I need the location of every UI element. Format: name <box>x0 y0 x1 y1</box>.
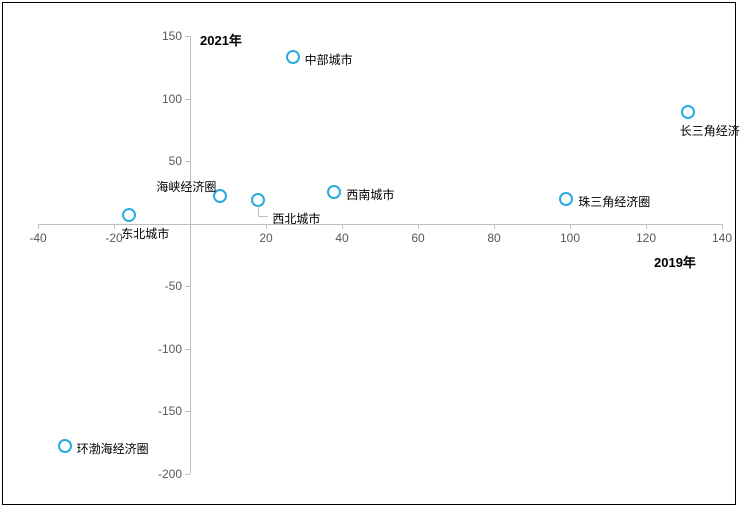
data-point-label: 西北城市 <box>272 210 320 227</box>
x-tick-label: 120 <box>636 231 656 245</box>
data-point[interactable] <box>559 192 573 206</box>
x-tick-label: 100 <box>560 231 580 245</box>
y-tick-label: -100 <box>152 342 182 356</box>
y-tick-label: -150 <box>152 404 182 418</box>
leader-line <box>258 216 268 217</box>
x-tick-label: 20 <box>259 231 272 245</box>
x-axis-label: 2019年 <box>654 252 696 271</box>
x-tick <box>266 224 267 229</box>
y-tick <box>185 349 190 350</box>
data-point-label: 东北城市 <box>121 225 169 242</box>
data-point-label: 珠三角经济圈 <box>578 193 650 210</box>
y-tick <box>185 99 190 100</box>
x-tick <box>722 224 723 229</box>
x-tick <box>190 224 191 229</box>
x-tick <box>114 224 115 229</box>
x-tick-label: 80 <box>487 231 500 245</box>
plot-area: -40 -20 20 40 60 80 100 120 140 -200 -150 -100 -50 50… <box>0 0 740 509</box>
x-tick <box>646 224 647 229</box>
y-axis-label: 2021年 <box>200 30 242 49</box>
y-tick <box>185 161 190 162</box>
y-tick-label: -50 <box>152 279 182 293</box>
data-point[interactable] <box>286 50 300 64</box>
y-tick <box>185 474 190 475</box>
x-tick-label: 140 <box>712 231 732 245</box>
y-tick-label: 100 <box>152 92 182 106</box>
data-point-label: 中部城市 <box>305 51 353 68</box>
y-axis-line <box>190 36 191 474</box>
data-point[interactable] <box>681 105 695 119</box>
data-point[interactable] <box>327 185 341 199</box>
data-point[interactable] <box>58 439 72 453</box>
y-tick-label: 150 <box>152 29 182 43</box>
data-point[interactable] <box>122 208 136 222</box>
y-tick-label: 50 <box>152 154 182 168</box>
y-tick <box>185 286 190 287</box>
data-point-label: 海峡经济圈 <box>156 178 216 195</box>
y-tick <box>185 36 190 37</box>
x-tick <box>494 224 495 229</box>
leader-line <box>258 206 259 216</box>
scatter-chart: -40 -20 20 40 60 80 100 120 140 -200 -150 -100 -50 50… <box>0 0 740 509</box>
x-tick <box>418 224 419 229</box>
x-tick-label: 40 <box>335 231 348 245</box>
x-tick <box>38 224 39 229</box>
data-point-label: 长三角经济圈 <box>680 122 740 139</box>
x-tick-label: -20 <box>105 231 122 245</box>
x-tick <box>342 224 343 229</box>
data-point-label: 环渤海经济圈 <box>77 440 149 457</box>
data-point-label: 西南城市 <box>346 186 394 203</box>
x-tick-label: 60 <box>411 231 424 245</box>
x-tick-label: -40 <box>29 231 46 245</box>
x-tick <box>570 224 571 229</box>
y-tick <box>185 411 190 412</box>
data-point[interactable] <box>251 193 265 207</box>
y-tick-label: -200 <box>152 467 182 481</box>
